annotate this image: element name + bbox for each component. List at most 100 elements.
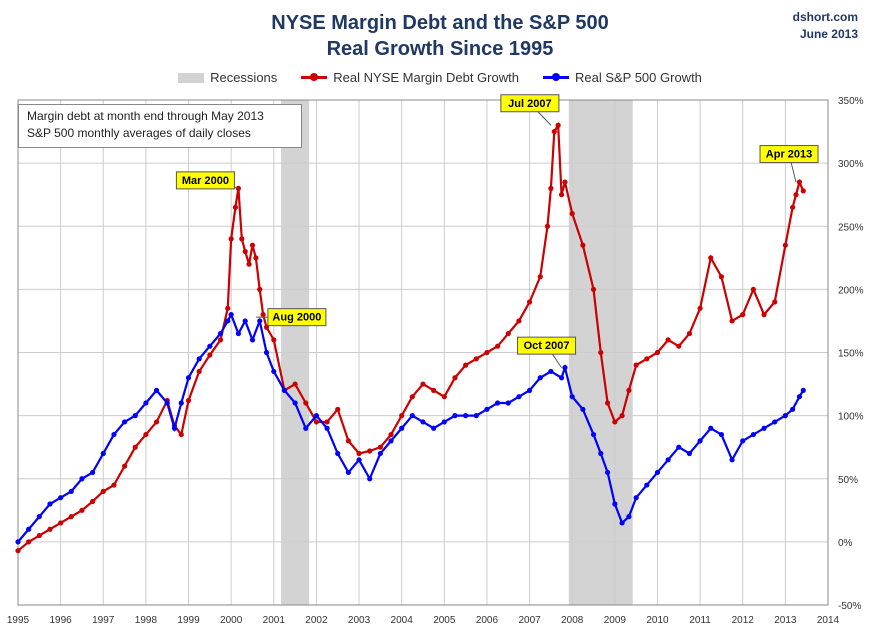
margin-data-point: [335, 406, 341, 412]
margin-data-point: [271, 337, 277, 343]
sp500-data-point: [249, 337, 256, 343]
margin-data-point: [761, 312, 767, 318]
sp500-data-point: [228, 312, 234, 318]
x-tick-label: 2008: [561, 615, 584, 626]
callout-apr-2013: Apr 2013: [759, 145, 819, 183]
sp500-data-point: [750, 431, 756, 438]
callout-box: [175, 171, 235, 190]
sp500-data-point: [590, 431, 597, 438]
margin-data-point: [619, 413, 625, 419]
sp500-data-point: [626, 514, 632, 520]
y-tick-label: 50%: [838, 475, 858, 486]
margin-data-point: [612, 419, 618, 425]
y-tick-label: 250%: [838, 222, 864, 233]
margin-data-point: [36, 532, 42, 539]
sp500-data-point: [473, 413, 479, 419]
sp500-data-point: [772, 419, 778, 425]
margin-data-point: [452, 375, 458, 381]
sp500-data-point: [242, 318, 248, 324]
margin-data-point: [345, 438, 351, 444]
legend-item-recessions: Recessions: [178, 70, 277, 85]
sp500-data-point: [718, 431, 725, 438]
margin-data-point: [598, 349, 604, 356]
sp500-data-point: [257, 318, 263, 324]
margin-data-point: [100, 488, 106, 494]
y-tick-label: 0%: [838, 538, 853, 549]
sp500-data-point: [505, 400, 511, 406]
y-tick-label: -50%: [838, 601, 861, 612]
margin-data-point: [555, 122, 561, 128]
margin-data-point: [708, 255, 714, 261]
sp500-data-point: [633, 495, 639, 501]
margin-data-point: [90, 498, 96, 505]
callout-label: Apr 2013: [766, 149, 812, 161]
callout-aug-2000: Aug 2000: [255, 308, 327, 327]
x-tick-label: 2011: [689, 615, 711, 626]
sp500-data-point: [452, 413, 458, 419]
margin-data-point: [729, 318, 735, 324]
margin-data-point: [15, 548, 21, 554]
sp500-data-point: [15, 539, 21, 545]
sp500-data-point: [782, 413, 788, 419]
sp500-data-point: [431, 425, 437, 431]
sp500-data-point: [26, 526, 32, 532]
sp500-data-point: [121, 419, 128, 425]
margin-data-point: [772, 299, 778, 305]
margin-data-point: [473, 356, 479, 362]
margin-line-swatch: [301, 73, 328, 81]
margin-data-point: [626, 387, 632, 393]
margin-data-point: [793, 192, 799, 198]
sp500-data-point: [217, 330, 224, 337]
x-tick-label: 2000: [220, 615, 243, 626]
sp500-data-point: [303, 425, 309, 431]
sp500-data-point: [619, 520, 625, 526]
x-tick-label: 2009: [604, 615, 627, 626]
sp500-data-point: [111, 431, 117, 438]
margin-data-point: [58, 520, 64, 526]
x-tick-label: 2002: [305, 615, 328, 626]
callout-box: [500, 94, 560, 113]
margin-data-point: [257, 286, 263, 292]
sp500-series-line: [17, 311, 805, 543]
sp500-data-point: [526, 387, 533, 393]
sp500-data-point: [697, 438, 703, 444]
sp500-data-point: [367, 476, 373, 482]
sp500-data-point: [68, 488, 74, 494]
sp500-data-point: [143, 400, 149, 406]
margin-data-point: [580, 242, 586, 248]
sp500-data-point: [292, 400, 298, 406]
note-box: Margin debt at month end through May 201…: [18, 104, 302, 148]
x-tick-label: 2006: [476, 615, 499, 626]
margin-data-point: [740, 312, 746, 318]
margin-data-point: [292, 381, 298, 387]
margin-data-point: [654, 349, 661, 356]
sp500-data-point: [558, 375, 565, 381]
sp500-data-point: [263, 349, 270, 356]
margin-data-point: [68, 514, 74, 520]
margin-data-point: [790, 204, 796, 210]
margin-data-point: [463, 362, 469, 368]
sp500-data-point: [604, 469, 611, 476]
x-tick-label: 1997: [92, 615, 115, 626]
margin-data-point: [665, 337, 671, 343]
sp500-data-point: [345, 469, 351, 476]
recession-swatch: [178, 72, 205, 83]
sp500-data-point: [171, 425, 178, 431]
x-tick-label: 1999: [177, 615, 200, 626]
sp500-data-point: [324, 425, 330, 431]
sp500-data-point: [79, 476, 85, 482]
sp500-data-point: [644, 482, 650, 488]
sp500-data-point: [225, 318, 231, 324]
x-tick-label: 2001: [263, 615, 286, 626]
y-tick-label: 150%: [838, 349, 864, 360]
margin-data-point: [800, 188, 806, 194]
sp500-data-point: [377, 450, 383, 457]
sp500-data-point: [665, 457, 671, 463]
sp500-data-point: [235, 330, 242, 337]
margin-data-point: [324, 419, 330, 425]
x-tick-label: 2010: [646, 615, 669, 626]
plot-border: [17, 99, 829, 606]
margin-data-point: [548, 185, 554, 191]
x-tick-label: 1995: [7, 615, 30, 626]
